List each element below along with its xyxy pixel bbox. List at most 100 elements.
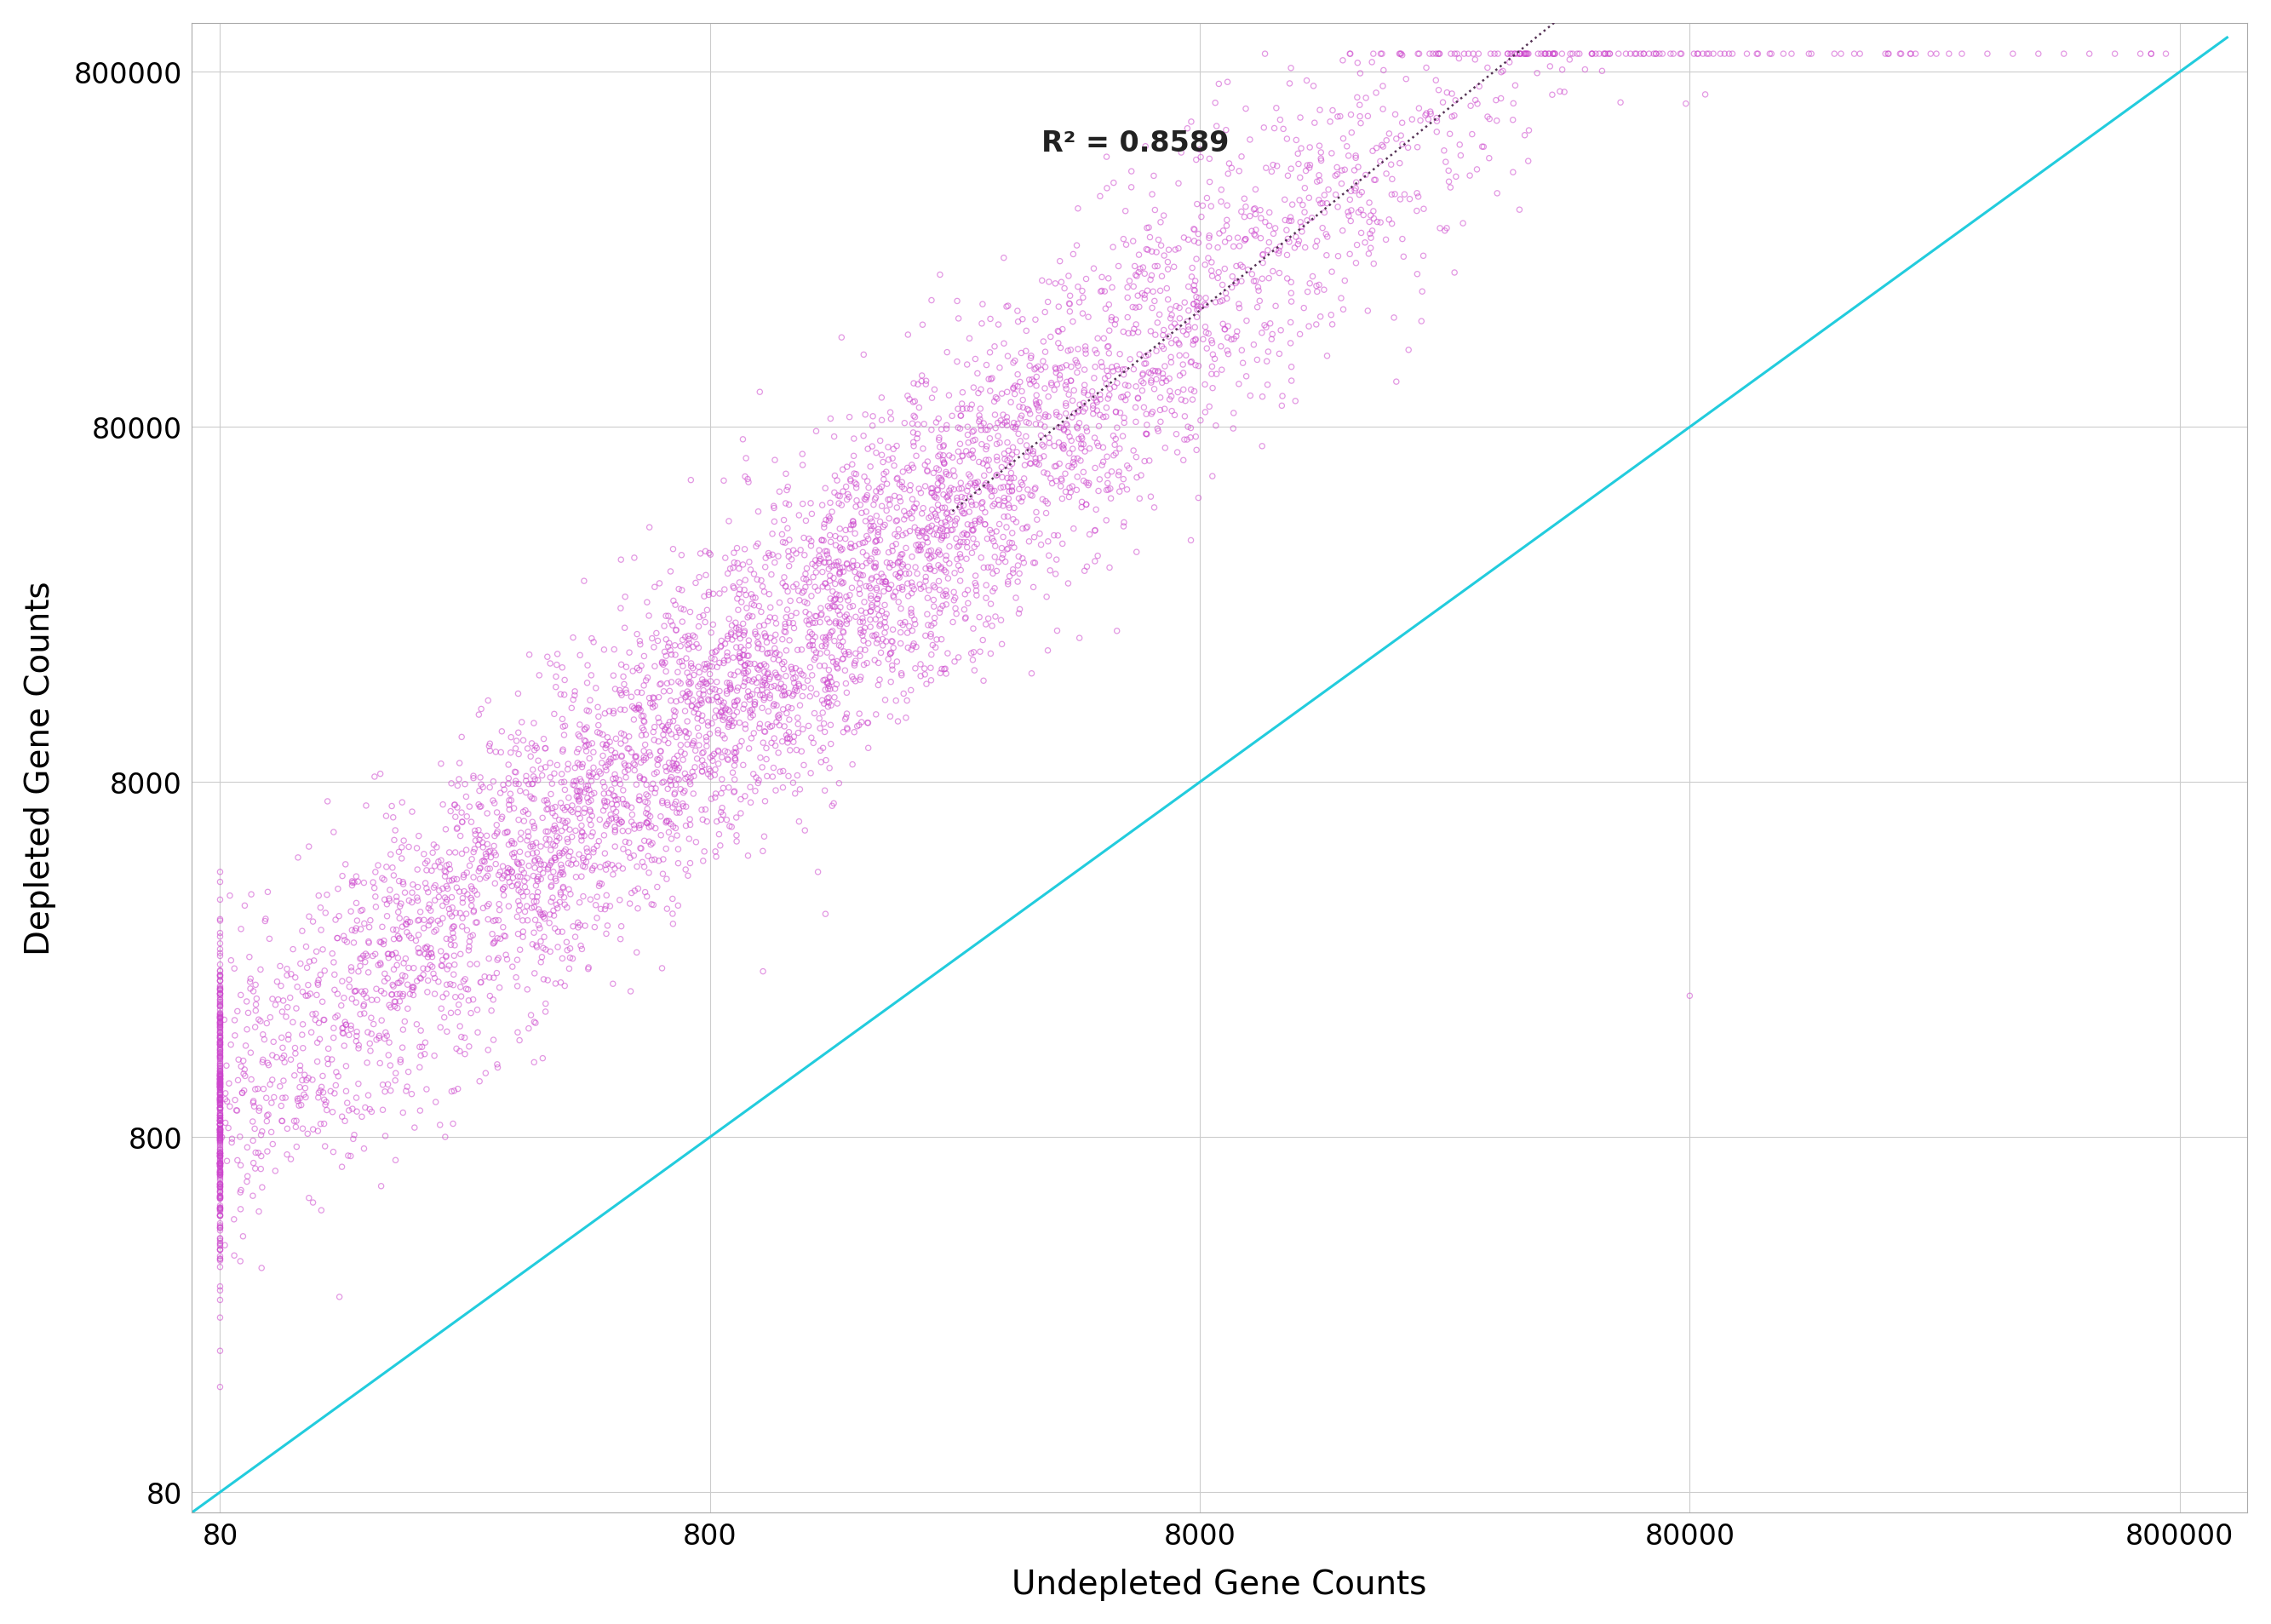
Point <box>561 788 597 814</box>
Point <box>1042 356 1079 382</box>
Point <box>627 643 663 669</box>
Point <box>736 762 772 788</box>
Point <box>382 926 418 952</box>
Point <box>418 918 454 944</box>
Point <box>745 573 781 599</box>
Point <box>720 622 756 648</box>
Point <box>595 698 631 724</box>
Point <box>202 1030 238 1056</box>
Point <box>270 994 307 1020</box>
Point <box>724 611 761 637</box>
Point <box>788 609 824 635</box>
Point <box>974 614 1011 640</box>
Point <box>1179 297 1215 323</box>
Point <box>202 1005 238 1031</box>
Point <box>606 585 643 611</box>
Point <box>849 651 886 677</box>
Point <box>395 974 431 1000</box>
Point <box>402 1098 438 1124</box>
Point <box>938 601 974 627</box>
Point <box>917 635 954 661</box>
Point <box>586 637 622 663</box>
Point <box>302 961 338 987</box>
Point <box>486 820 522 846</box>
Point <box>1101 479 1138 505</box>
Point <box>1356 206 1392 232</box>
Point <box>1494 159 1531 185</box>
Point <box>840 562 877 588</box>
Point <box>954 438 990 464</box>
Point <box>1817 42 1853 68</box>
Point <box>929 513 965 539</box>
Point <box>536 818 572 844</box>
Point <box>913 624 949 650</box>
Point <box>223 983 259 1009</box>
Point <box>243 1156 279 1182</box>
Point <box>202 1122 238 1148</box>
Point <box>511 1015 547 1041</box>
Point <box>788 575 824 601</box>
Point <box>836 554 872 580</box>
Point <box>202 869 238 895</box>
Point <box>1896 42 1933 68</box>
Point <box>938 526 974 552</box>
Point <box>1061 427 1097 453</box>
Point <box>470 862 506 888</box>
Point <box>965 667 1002 693</box>
Point <box>1338 175 1374 201</box>
Point <box>529 831 565 857</box>
Point <box>899 562 936 588</box>
Point <box>1222 372 1258 398</box>
Point <box>318 1059 354 1085</box>
Point <box>906 520 942 546</box>
Point <box>874 437 911 463</box>
Point <box>202 1062 238 1088</box>
Point <box>420 908 456 934</box>
Point <box>981 356 1017 382</box>
Point <box>718 635 754 661</box>
Point <box>1176 292 1213 318</box>
Point <box>895 421 931 447</box>
Point <box>1192 193 1229 219</box>
Point <box>954 419 990 445</box>
Point <box>756 637 793 663</box>
Point <box>806 667 843 693</box>
Point <box>202 1075 238 1101</box>
Point <box>870 646 906 672</box>
Point <box>402 900 438 926</box>
Point <box>452 1034 488 1060</box>
Point <box>438 815 475 841</box>
Point <box>858 586 895 612</box>
Point <box>636 892 672 918</box>
Point <box>1637 42 1674 68</box>
Point <box>1124 255 1160 281</box>
Point <box>956 640 992 666</box>
Point <box>307 1134 343 1160</box>
Point <box>681 702 718 728</box>
Point <box>693 711 729 737</box>
Point <box>518 736 554 762</box>
Point <box>793 760 829 786</box>
Point <box>931 487 967 513</box>
Point <box>545 770 581 796</box>
Point <box>942 416 979 442</box>
Point <box>731 700 768 726</box>
Point <box>500 877 536 903</box>
Point <box>906 495 942 521</box>
Point <box>1354 138 1390 164</box>
Point <box>890 560 927 586</box>
Point <box>674 693 711 719</box>
Point <box>704 693 740 719</box>
Point <box>1097 400 1133 425</box>
Point <box>818 651 854 677</box>
Point <box>688 671 724 697</box>
Point <box>888 609 924 635</box>
Point <box>997 382 1033 408</box>
Point <box>1070 383 1106 409</box>
Point <box>1440 45 1476 71</box>
Point <box>1249 315 1285 341</box>
Point <box>931 551 967 577</box>
Point <box>307 900 343 926</box>
Point <box>668 684 704 710</box>
Point <box>561 914 597 940</box>
